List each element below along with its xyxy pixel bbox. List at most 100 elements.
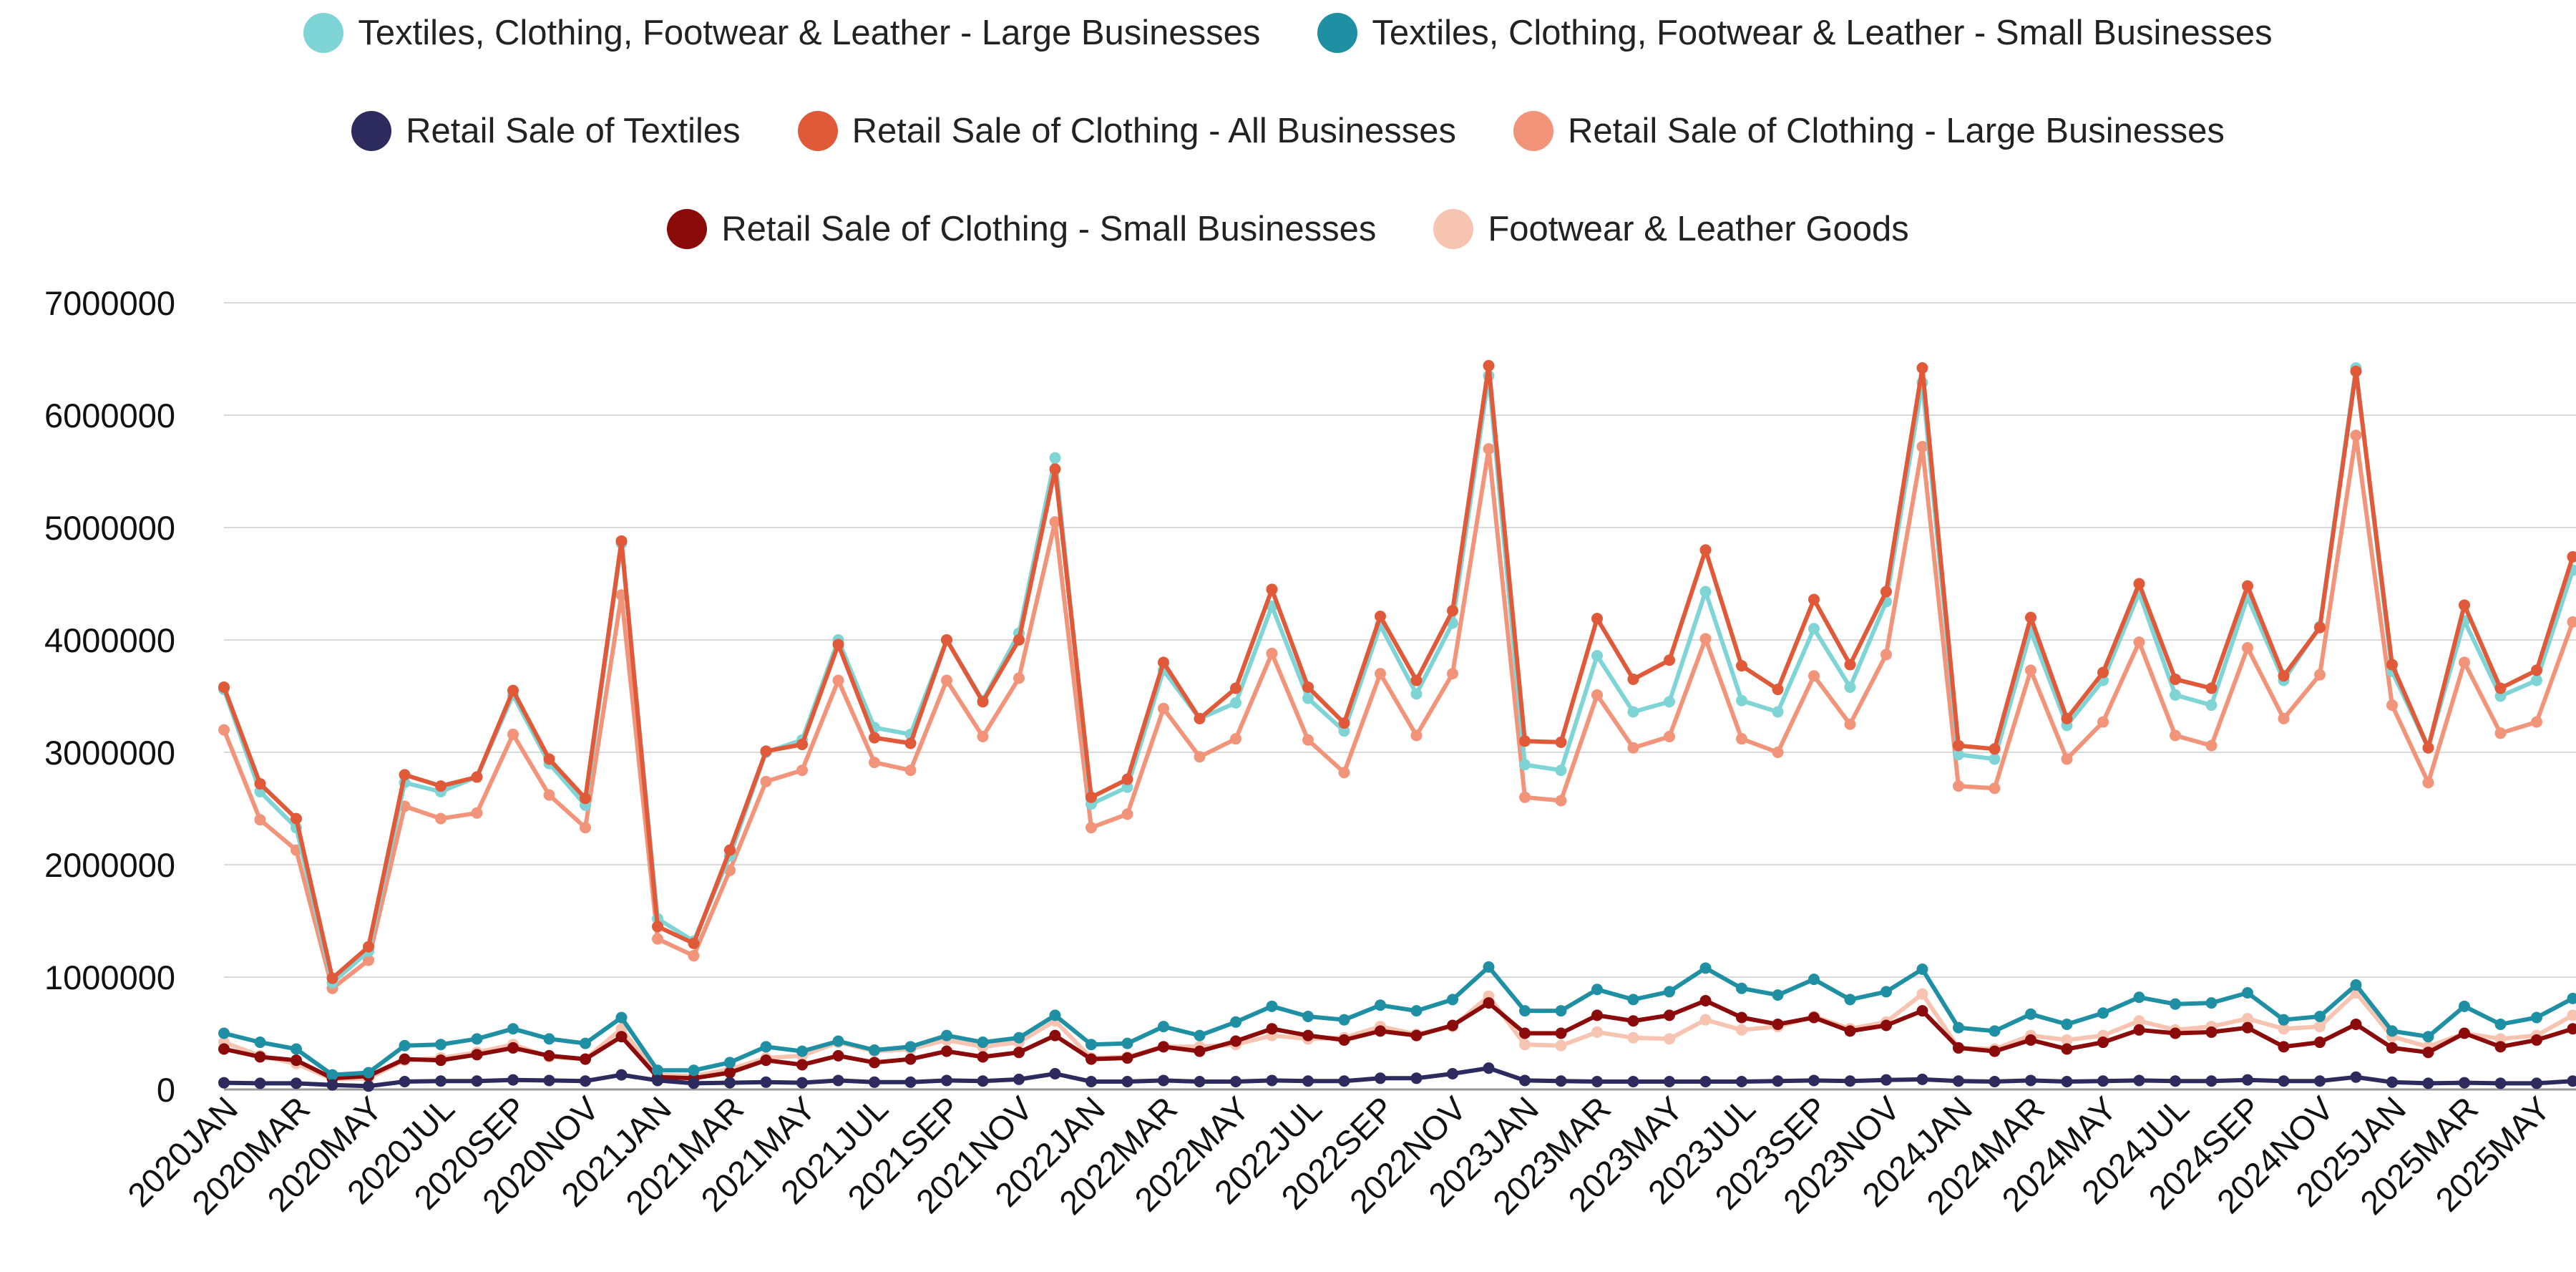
data-point[interactable] — [2422, 1047, 2434, 1059]
data-point[interactable] — [904, 1041, 917, 1053]
data-point[interactable] — [688, 950, 700, 962]
data-point[interactable] — [941, 1074, 952, 1087]
data-point[interactable] — [363, 1067, 374, 1079]
data-point[interactable] — [1844, 718, 1856, 730]
data-point[interactable] — [1266, 647, 1278, 659]
data-point[interactable] — [1375, 611, 1386, 623]
data-point[interactable] — [1736, 733, 1747, 745]
data-point[interactable] — [2531, 1034, 2542, 1046]
data-point[interactable] — [1447, 668, 1458, 680]
data-point[interactable] — [399, 769, 411, 781]
data-point[interactable] — [1483, 443, 1495, 455]
data-point[interactable] — [1664, 1033, 1675, 1045]
data-point[interactable] — [1085, 1053, 1097, 1065]
data-point[interactable] — [941, 1045, 952, 1057]
data-point[interactable] — [1194, 751, 1206, 763]
data-point[interactable] — [1049, 516, 1061, 528]
data-point[interactable] — [1736, 982, 1747, 994]
data-point[interactable] — [2242, 641, 2253, 654]
data-point[interactable] — [2025, 664, 2036, 676]
data-point[interactable] — [2422, 742, 2434, 754]
data-point[interactable] — [580, 1037, 591, 1049]
data-point[interactable] — [2278, 712, 2290, 724]
data-point[interactable] — [2025, 611, 2036, 623]
data-point[interactable] — [1916, 1005, 1928, 1017]
data-point[interactable] — [2459, 656, 2470, 669]
data-point[interactable] — [1230, 1016, 1241, 1028]
data-point[interactable] — [2567, 992, 2576, 1004]
data-point[interactable] — [399, 1039, 411, 1052]
data-point[interactable] — [2133, 636, 2145, 649]
data-point[interactable] — [977, 1036, 989, 1049]
data-point[interactable] — [1772, 1018, 1784, 1030]
data-point[interactable] — [2314, 1010, 2326, 1022]
data-point[interactable] — [1591, 1009, 1603, 1021]
data-point[interactable] — [507, 1042, 519, 1054]
data-point[interactable] — [832, 1049, 844, 1062]
data-point[interactable] — [724, 1057, 736, 1069]
data-point[interactable] — [218, 1043, 230, 1055]
data-point[interactable] — [2494, 690, 2507, 702]
data-point[interactable] — [218, 1027, 230, 1039]
data-point[interactable] — [543, 1049, 555, 1062]
data-point[interactable] — [1555, 1027, 1567, 1039]
data-point[interactable] — [2061, 1034, 2073, 1046]
data-point[interactable] — [471, 1075, 483, 1087]
data-point[interactable] — [760, 775, 772, 787]
data-point[interactable] — [1591, 984, 1603, 996]
data-point[interactable] — [1230, 733, 1241, 745]
data-point[interactable] — [1483, 961, 1495, 973]
data-point[interactable] — [1013, 1073, 1025, 1085]
data-point[interactable] — [1989, 1045, 2001, 1057]
data-point[interactable] — [218, 724, 230, 736]
data-point[interactable] — [2314, 669, 2326, 681]
data-point[interactable] — [2494, 1041, 2507, 1053]
data-point[interactable] — [1085, 822, 1097, 834]
data-point[interactable] — [1664, 731, 1675, 743]
data-point[interactable] — [507, 728, 519, 740]
data-point[interactable] — [1989, 753, 2001, 765]
data-point[interactable] — [1194, 1029, 1206, 1042]
data-point[interactable] — [1844, 1075, 1856, 1087]
data-point[interactable] — [832, 1035, 844, 1047]
data-point[interactable] — [1699, 1014, 1712, 1026]
data-point[interactable] — [904, 764, 917, 777]
data-point[interactable] — [2170, 689, 2181, 701]
data-point[interactable] — [869, 732, 880, 744]
data-point[interactable] — [1302, 1075, 1314, 1087]
data-point[interactable] — [760, 1054, 772, 1067]
data-point[interactable] — [2422, 777, 2434, 789]
data-point[interactable] — [941, 634, 952, 646]
data-point[interactable] — [615, 1069, 628, 1081]
data-point[interactable] — [2205, 1075, 2218, 1087]
data-point[interactable] — [941, 1029, 952, 1042]
data-point[interactable] — [977, 696, 989, 708]
data-point[interactable] — [1772, 706, 1784, 718]
data-point[interactable] — [2314, 621, 2326, 633]
data-point[interactable] — [399, 1076, 411, 1088]
data-point[interactable] — [688, 1077, 700, 1089]
data-point[interactable] — [363, 941, 374, 953]
data-point[interactable] — [1772, 989, 1784, 1001]
data-point[interactable] — [1627, 1031, 1639, 1044]
data-point[interactable] — [2459, 1077, 2470, 1089]
data-point[interactable] — [1953, 739, 1964, 752]
data-point[interactable] — [254, 1077, 266, 1089]
data-point[interactable] — [580, 1053, 591, 1065]
data-point[interactable] — [1375, 999, 1386, 1011]
data-point[interactable] — [2531, 1011, 2542, 1024]
data-point[interactable] — [2386, 1076, 2398, 1088]
data-point[interactable] — [435, 812, 447, 825]
data-point[interactable] — [2494, 727, 2507, 739]
data-point[interactable] — [2567, 1023, 2576, 1035]
data-point[interactable] — [1880, 986, 1892, 998]
data-point[interactable] — [1555, 736, 1567, 748]
data-point[interactable] — [1519, 759, 1531, 771]
legend-item[interactable]: Textiles, Clothing, Footwear & Leather -… — [1317, 13, 2273, 53]
data-point[interactable] — [1916, 963, 1928, 976]
data-point[interactable] — [2459, 1027, 2470, 1039]
data-point[interactable] — [254, 814, 266, 826]
data-point[interactable] — [2386, 1025, 2398, 1037]
data-point[interactable] — [615, 1011, 628, 1024]
data-point[interactable] — [580, 1075, 591, 1087]
